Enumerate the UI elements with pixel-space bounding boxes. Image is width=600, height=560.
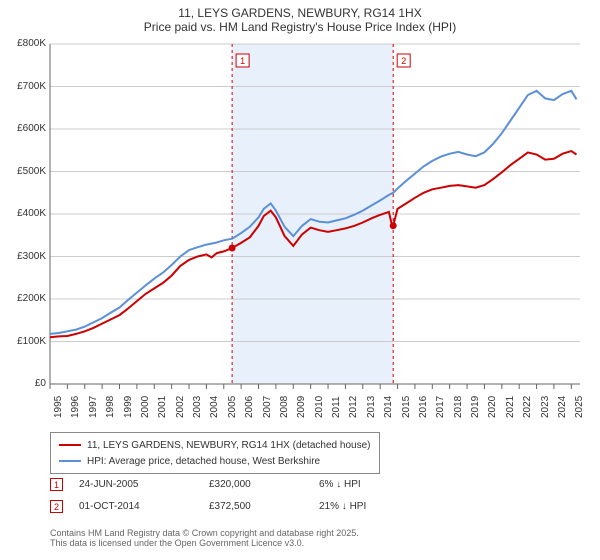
- x-tick-label: 2021: [505, 396, 516, 418]
- sale-row: 1 24-JUN-2005£320,0006% ↓ HPI: [50, 478, 361, 491]
- x-tick-label: 2006: [244, 396, 255, 418]
- sale-price: £372,500: [209, 501, 319, 512]
- x-tick-label: 2010: [314, 396, 325, 418]
- x-tick-label: 2011: [331, 396, 342, 418]
- x-tick-label: 1995: [53, 396, 64, 418]
- x-tick-label: 2012: [348, 396, 359, 418]
- y-tick-label: £100K: [0, 336, 46, 347]
- x-tick-label: 2016: [418, 396, 429, 418]
- x-tick-label: 1999: [123, 396, 134, 418]
- footnote: Contains HM Land Registry data © Crown c…: [50, 528, 359, 548]
- x-tick-label: 1997: [88, 396, 99, 418]
- sale-price: £320,000: [209, 479, 319, 490]
- x-tick-label: 2004: [209, 396, 220, 418]
- legend-swatch: [59, 460, 81, 462]
- svg-text:2: 2: [401, 56, 406, 66]
- legend-row: HPI: Average price, detached house, West…: [59, 453, 371, 469]
- footnote-line2: This data is licensed under the Open Gov…: [50, 538, 359, 548]
- legend: 11, LEYS GARDENS, NEWBURY, RG14 1HX (det…: [50, 432, 380, 474]
- price-chart: 12: [0, 0, 600, 440]
- sale-date: 24-JUN-2005: [79, 479, 209, 490]
- legend-label: HPI: Average price, detached house, West…: [87, 456, 320, 467]
- x-tick-label: 2009: [296, 396, 307, 418]
- x-tick-label: 2013: [366, 396, 377, 418]
- x-tick-label: 2019: [470, 396, 481, 418]
- x-tick-label: 1996: [70, 396, 81, 418]
- legend-swatch: [59, 444, 81, 446]
- y-tick-label: £600K: [0, 123, 46, 134]
- x-tick-label: 2024: [557, 396, 568, 418]
- x-tick-label: 2002: [175, 396, 186, 418]
- x-tick-label: 2025: [574, 396, 585, 418]
- y-tick-label: £0: [0, 378, 46, 389]
- svg-text:1: 1: [240, 56, 245, 66]
- x-tick-label: 2017: [435, 396, 446, 418]
- x-tick-label: 2022: [522, 396, 533, 418]
- x-tick-label: 2007: [262, 396, 273, 418]
- sale-delta: 21% ↓ HPI: [319, 501, 366, 512]
- sale-marker-icon: 2: [50, 500, 63, 513]
- x-tick-label: 2008: [279, 396, 290, 418]
- y-tick-label: £200K: [0, 293, 46, 304]
- x-tick-label: 2003: [192, 396, 203, 418]
- x-tick-label: 1998: [105, 396, 116, 418]
- sale-row: 2 01-OCT-2014£372,50021% ↓ HPI: [50, 500, 366, 513]
- x-tick-label: 2014: [383, 396, 394, 418]
- y-tick-label: £300K: [0, 251, 46, 262]
- legend-row: 11, LEYS GARDENS, NEWBURY, RG14 1HX (det…: [59, 437, 371, 453]
- legend-label: 11, LEYS GARDENS, NEWBURY, RG14 1HX (det…: [87, 440, 370, 451]
- footnote-line1: Contains HM Land Registry data © Crown c…: [50, 528, 359, 538]
- x-tick-label: 2005: [227, 396, 238, 418]
- y-tick-label: £800K: [0, 38, 46, 49]
- sale-date: 01-OCT-2014: [79, 501, 209, 512]
- sale-marker-icon: 1: [50, 478, 63, 491]
- y-tick-label: £400K: [0, 208, 46, 219]
- x-tick-label: 2000: [140, 396, 151, 418]
- x-tick-label: 2020: [487, 396, 498, 418]
- x-tick-label: 2001: [157, 396, 168, 418]
- sale-delta: 6% ↓ HPI: [319, 479, 361, 490]
- x-tick-label: 2023: [540, 396, 551, 418]
- x-tick-label: 2015: [401, 396, 412, 418]
- x-tick-label: 2018: [453, 396, 464, 418]
- y-tick-label: £700K: [0, 81, 46, 92]
- y-tick-label: £500K: [0, 166, 46, 177]
